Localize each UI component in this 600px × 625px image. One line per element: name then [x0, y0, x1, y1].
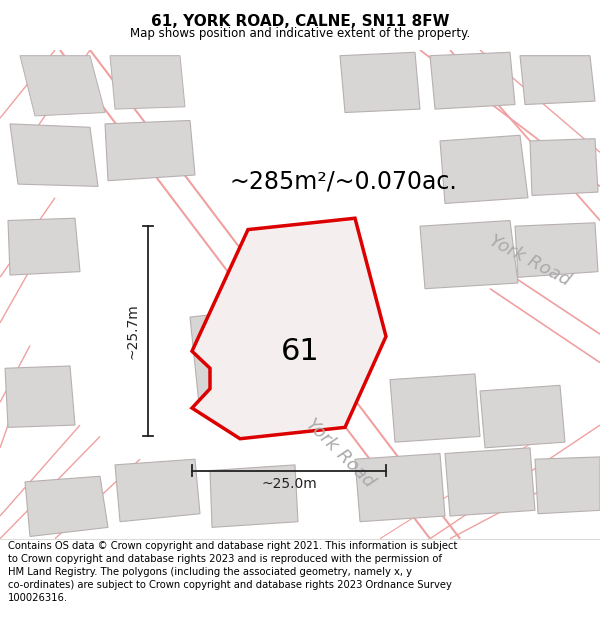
Polygon shape [530, 139, 598, 196]
Polygon shape [480, 385, 565, 448]
Polygon shape [25, 476, 108, 536]
Text: to Crown copyright and database rights 2023 and is reproduced with the permissio: to Crown copyright and database rights 2… [8, 554, 442, 564]
Polygon shape [390, 374, 480, 442]
Text: York Road: York Road [302, 416, 378, 491]
Polygon shape [440, 135, 528, 204]
Text: 100026316.: 100026316. [8, 593, 68, 603]
Text: ~285m²/~0.070ac.: ~285m²/~0.070ac. [230, 169, 458, 193]
Polygon shape [430, 52, 515, 109]
Polygon shape [535, 457, 600, 514]
Text: ~25.0m: ~25.0m [261, 478, 317, 491]
Polygon shape [105, 121, 195, 181]
Polygon shape [8, 218, 80, 275]
Text: ~25.7m: ~25.7m [126, 304, 140, 359]
Polygon shape [110, 56, 185, 109]
Polygon shape [445, 448, 535, 516]
Polygon shape [210, 465, 298, 528]
Text: Contains OS data © Crown copyright and database right 2021. This information is : Contains OS data © Crown copyright and d… [8, 541, 457, 551]
Text: Map shows position and indicative extent of the property.: Map shows position and indicative extent… [130, 28, 470, 41]
Polygon shape [10, 124, 98, 186]
Polygon shape [192, 218, 386, 439]
Polygon shape [5, 366, 75, 428]
Text: HM Land Registry. The polygons (including the associated geometry, namely x, y: HM Land Registry. The polygons (includin… [8, 567, 412, 577]
Polygon shape [520, 56, 595, 104]
Polygon shape [355, 454, 445, 522]
Polygon shape [20, 56, 105, 116]
Polygon shape [515, 222, 598, 278]
Polygon shape [420, 221, 518, 289]
Text: 61: 61 [281, 337, 319, 366]
Text: York Road: York Road [487, 231, 574, 289]
Polygon shape [190, 306, 300, 414]
Polygon shape [115, 459, 200, 522]
Text: co-ordinates) are subject to Crown copyright and database rights 2023 Ordnance S: co-ordinates) are subject to Crown copyr… [8, 580, 452, 590]
Text: 61, YORK ROAD, CALNE, SN11 8FW: 61, YORK ROAD, CALNE, SN11 8FW [151, 14, 449, 29]
Polygon shape [340, 52, 420, 112]
